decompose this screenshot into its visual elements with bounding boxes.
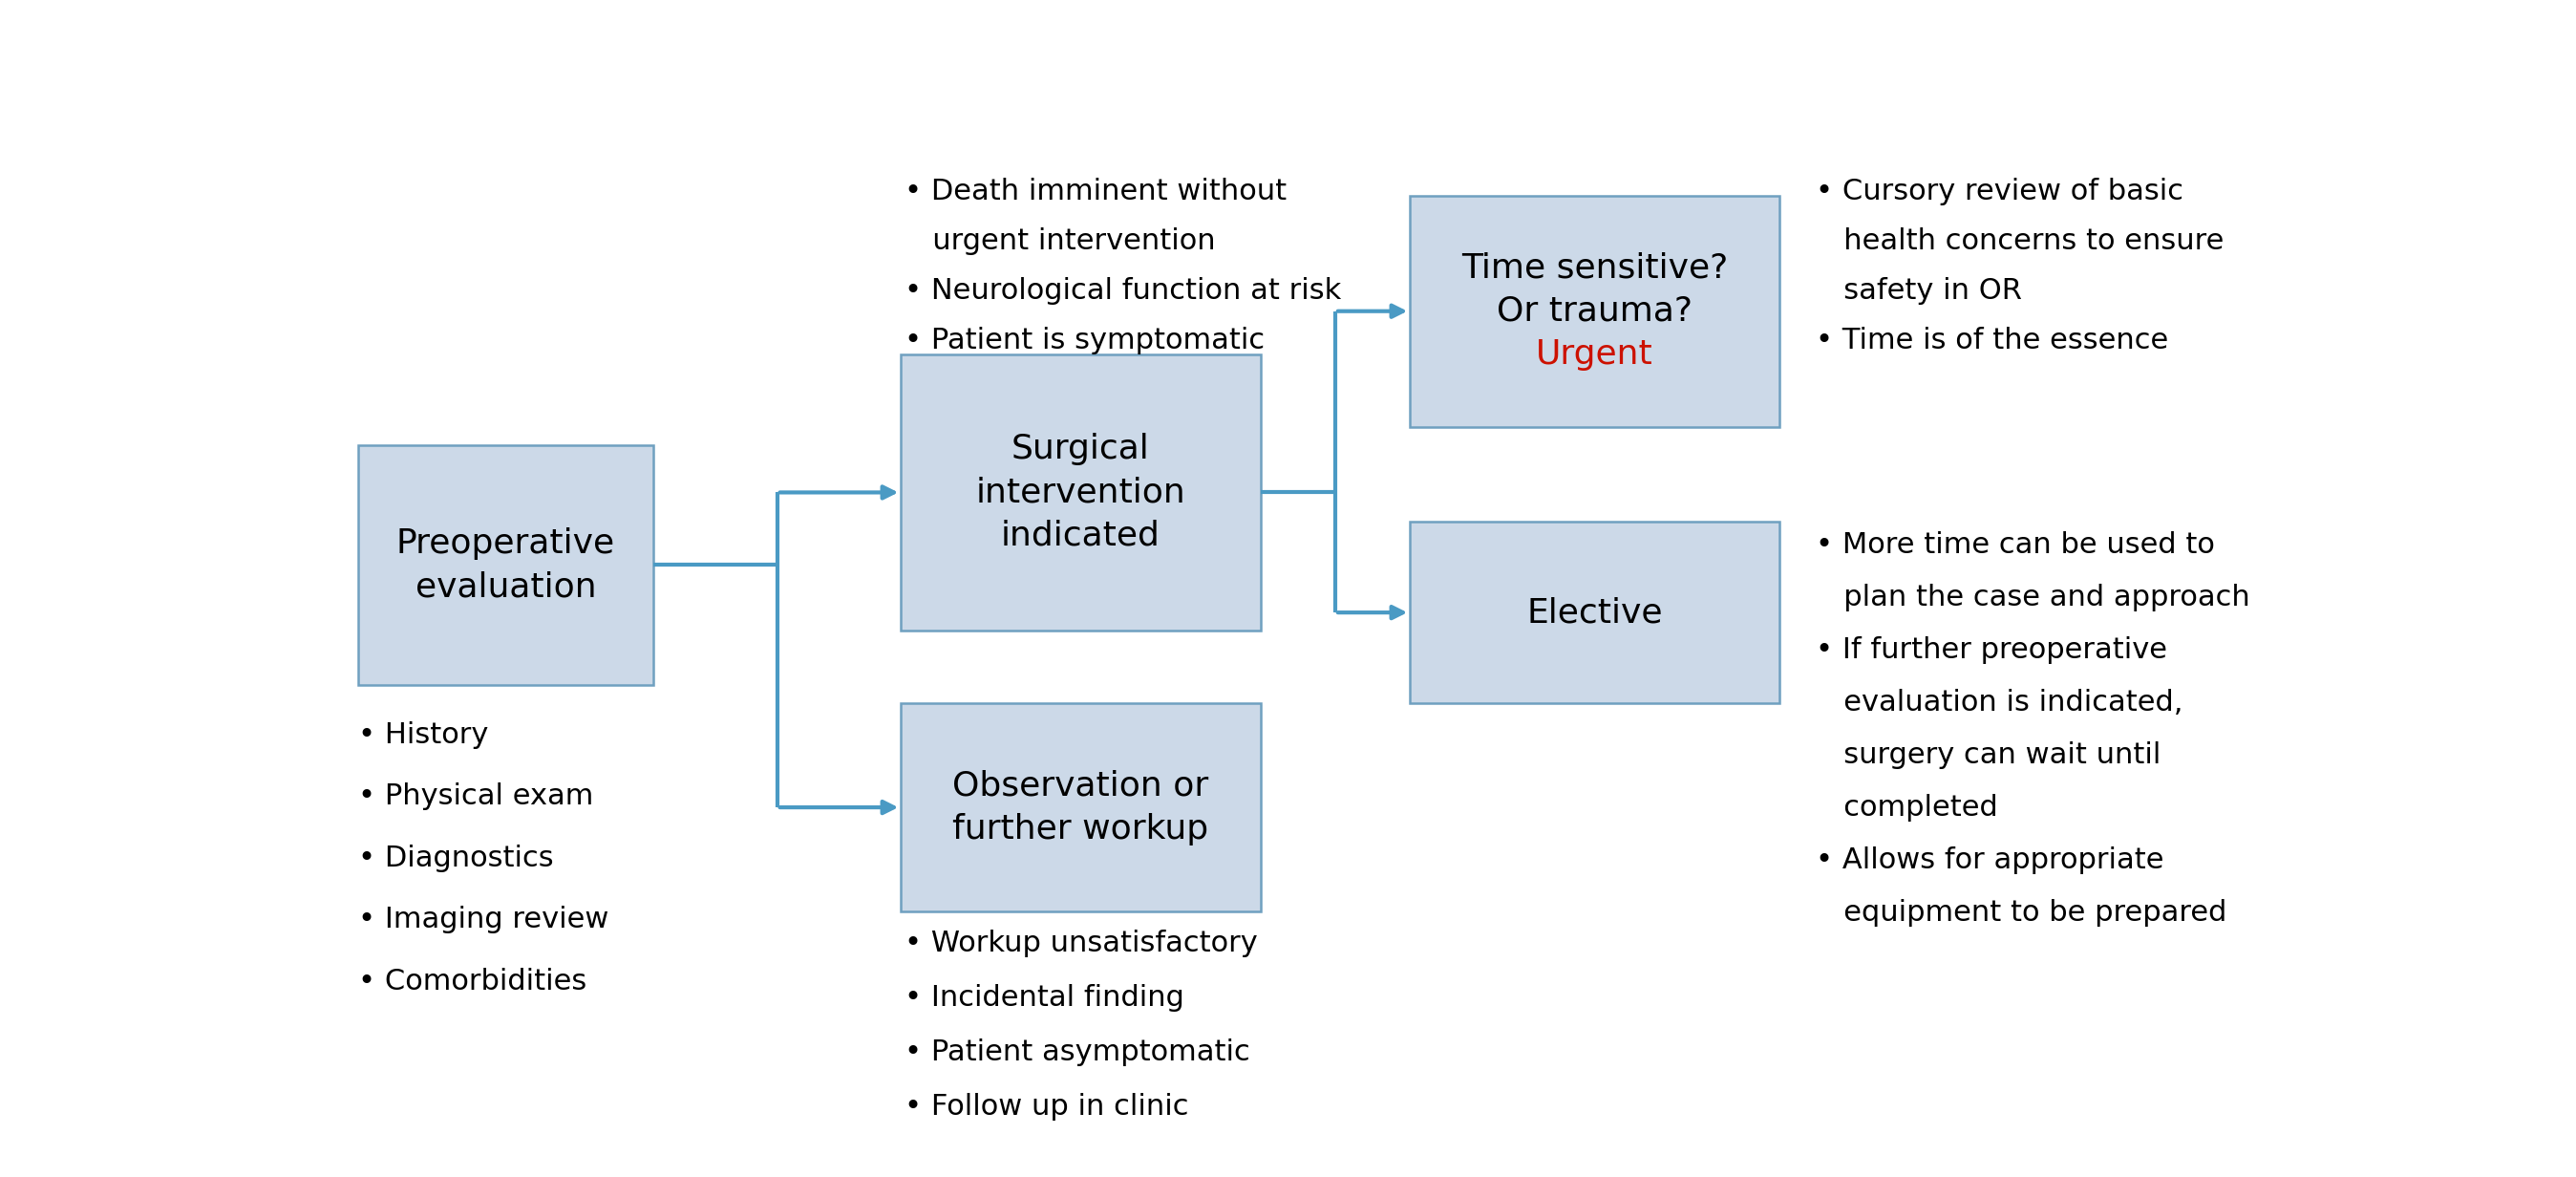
Text: equipment to be prepared: equipment to be prepared [1816, 899, 2226, 926]
Text: • Diagnostics: • Diagnostics [358, 845, 554, 872]
Text: • Death imminent without: • Death imminent without [904, 178, 1288, 205]
Text: • Comorbidities: • Comorbidities [358, 967, 587, 996]
FancyBboxPatch shape [902, 703, 1260, 911]
Text: Preoperative: Preoperative [397, 527, 616, 559]
FancyBboxPatch shape [1409, 195, 1780, 427]
Text: Time sensitive?: Time sensitive? [1461, 252, 1728, 284]
Text: • Workup unsatisfactory: • Workup unsatisfactory [904, 930, 1257, 957]
FancyBboxPatch shape [358, 445, 654, 685]
Text: intervention: intervention [976, 477, 1185, 508]
Text: indicated: indicated [1002, 520, 1159, 552]
Text: Observation or: Observation or [953, 770, 1208, 802]
Text: • If further preoperative: • If further preoperative [1816, 636, 2166, 664]
Text: • History: • History [358, 722, 489, 749]
Text: Urgent: Urgent [1535, 339, 1654, 371]
Text: • Patient asymptomatic: • Patient asymptomatic [904, 1038, 1249, 1066]
Text: • Patient is symptomatic: • Patient is symptomatic [904, 327, 1265, 354]
Text: evaluation is indicated,: evaluation is indicated, [1816, 689, 2182, 717]
FancyBboxPatch shape [902, 354, 1260, 631]
Text: Elective: Elective [1528, 597, 1662, 629]
Text: urgent intervention: urgent intervention [904, 227, 1216, 255]
Text: • More time can be used to: • More time can be used to [1816, 531, 2215, 559]
FancyBboxPatch shape [1409, 521, 1780, 703]
Text: Or trauma?: Or trauma? [1497, 295, 1692, 327]
Text: • Physical exam: • Physical exam [358, 783, 592, 811]
Text: • Incidental finding: • Incidental finding [904, 984, 1185, 1012]
Text: • Cursory review of basic: • Cursory review of basic [1816, 178, 2182, 205]
Text: • Neurological function at risk: • Neurological function at risk [904, 277, 1342, 305]
Text: • Follow up in clinic: • Follow up in clinic [904, 1092, 1190, 1121]
Text: Surgical: Surgical [1012, 433, 1149, 465]
Text: further workup: further workup [953, 813, 1208, 845]
Text: • Time is of the essence: • Time is of the essence [1816, 327, 2169, 354]
Text: surgery can wait until: surgery can wait until [1816, 742, 2161, 769]
Text: evaluation: evaluation [415, 571, 595, 603]
Text: safety in OR: safety in OR [1816, 277, 2022, 305]
Text: completed: completed [1816, 793, 1996, 822]
Text: • Imaging review: • Imaging review [358, 906, 608, 933]
Text: plan the case and approach: plan the case and approach [1816, 584, 2249, 611]
Text: health concerns to ensure: health concerns to ensure [1816, 227, 2223, 255]
Text: • Allows for appropriate: • Allows for appropriate [1816, 846, 2164, 875]
